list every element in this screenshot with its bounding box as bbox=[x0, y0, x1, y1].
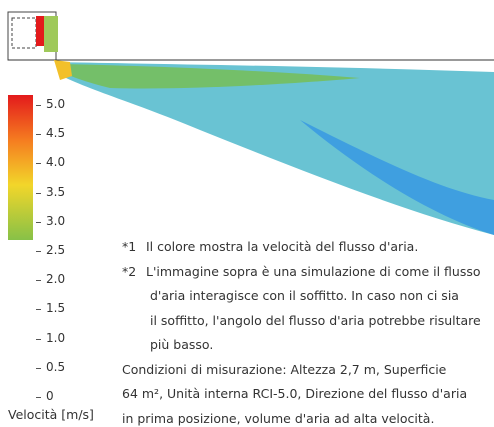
tick-mark bbox=[36, 134, 41, 136]
tick-label: 1.0 bbox=[46, 330, 66, 345]
note-marker: *2 bbox=[122, 263, 137, 279]
tick-label: 3.5 bbox=[46, 184, 66, 199]
note-line: L'immagine sopra è una simulazione di co… bbox=[146, 263, 481, 279]
tick-label: 3.0 bbox=[46, 213, 66, 228]
tick-mark bbox=[36, 221, 41, 223]
airflow-edge bbox=[300, 120, 494, 235]
tick-mark bbox=[36, 280, 41, 282]
tick-label: 4.0 bbox=[46, 155, 66, 170]
simulation bbox=[7, 11, 494, 240]
note-line: d'aria interagisce con il soffitto. In c… bbox=[150, 288, 459, 303]
unit-jet bbox=[44, 16, 58, 52]
conditions-line: 64 m², Unità interna RCI-5.0, Direzione … bbox=[122, 386, 468, 401]
airflow bbox=[55, 62, 494, 235]
tick-mark bbox=[36, 251, 41, 252]
unit-detail bbox=[11, 17, 37, 49]
tick-label: 5.0 bbox=[46, 97, 66, 111]
tick-mark bbox=[36, 367, 41, 369]
note-marker: *1 bbox=[122, 239, 137, 254]
unit-jet bbox=[36, 16, 46, 46]
conditions-line: in prima posizione, volume d'aria ad alt… bbox=[122, 410, 435, 426]
tick-mark bbox=[36, 105, 41, 106]
note-line: Il colore mostra la velocità del flusso … bbox=[146, 239, 419, 254]
note-line: più basso. bbox=[150, 337, 214, 352]
tick-label: 4.5 bbox=[46, 126, 66, 141]
tick-label: 0 bbox=[46, 389, 54, 403]
tick-label: 0.5 bbox=[46, 359, 66, 374]
legend-label: Velocità [m/s] bbox=[8, 407, 94, 422]
tick-mark bbox=[36, 163, 41, 165]
colorbar bbox=[8, 95, 33, 240]
airflow-outlet bbox=[54, 60, 72, 80]
tick-label: 2.5 bbox=[46, 243, 66, 257]
tick-mark bbox=[36, 309, 41, 311]
conditions-line: Condizioni di misurazione: Altezza 2,7 m… bbox=[122, 361, 447, 377]
tick-mark bbox=[36, 338, 41, 340]
note-line: il soffitto, l'angolo del flusso d'aria … bbox=[150, 312, 481, 328]
airflow-core bbox=[60, 64, 360, 89]
tick-mark bbox=[36, 192, 41, 194]
tick-label: 1.5 bbox=[46, 301, 66, 316]
tick-mark bbox=[36, 397, 41, 398]
tick-label: 2.0 bbox=[46, 272, 66, 287]
